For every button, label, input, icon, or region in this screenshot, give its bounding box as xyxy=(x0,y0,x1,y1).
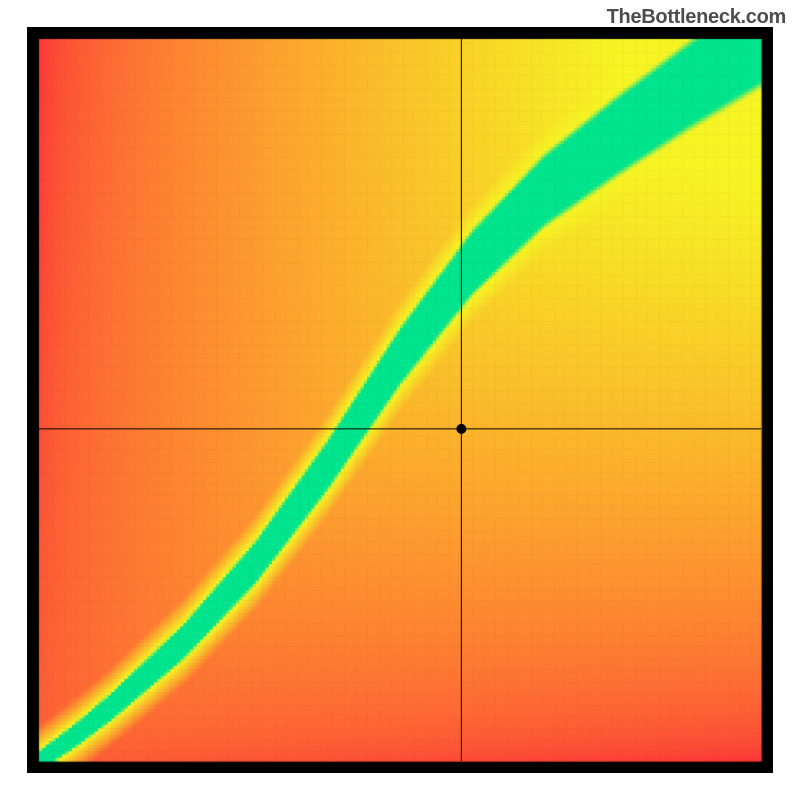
chart-container: TheBottleneck.com xyxy=(0,0,800,800)
heatmap-canvas xyxy=(27,27,773,773)
watermark-text: TheBottleneck.com xyxy=(607,6,786,29)
heatmap-plot xyxy=(27,27,773,773)
